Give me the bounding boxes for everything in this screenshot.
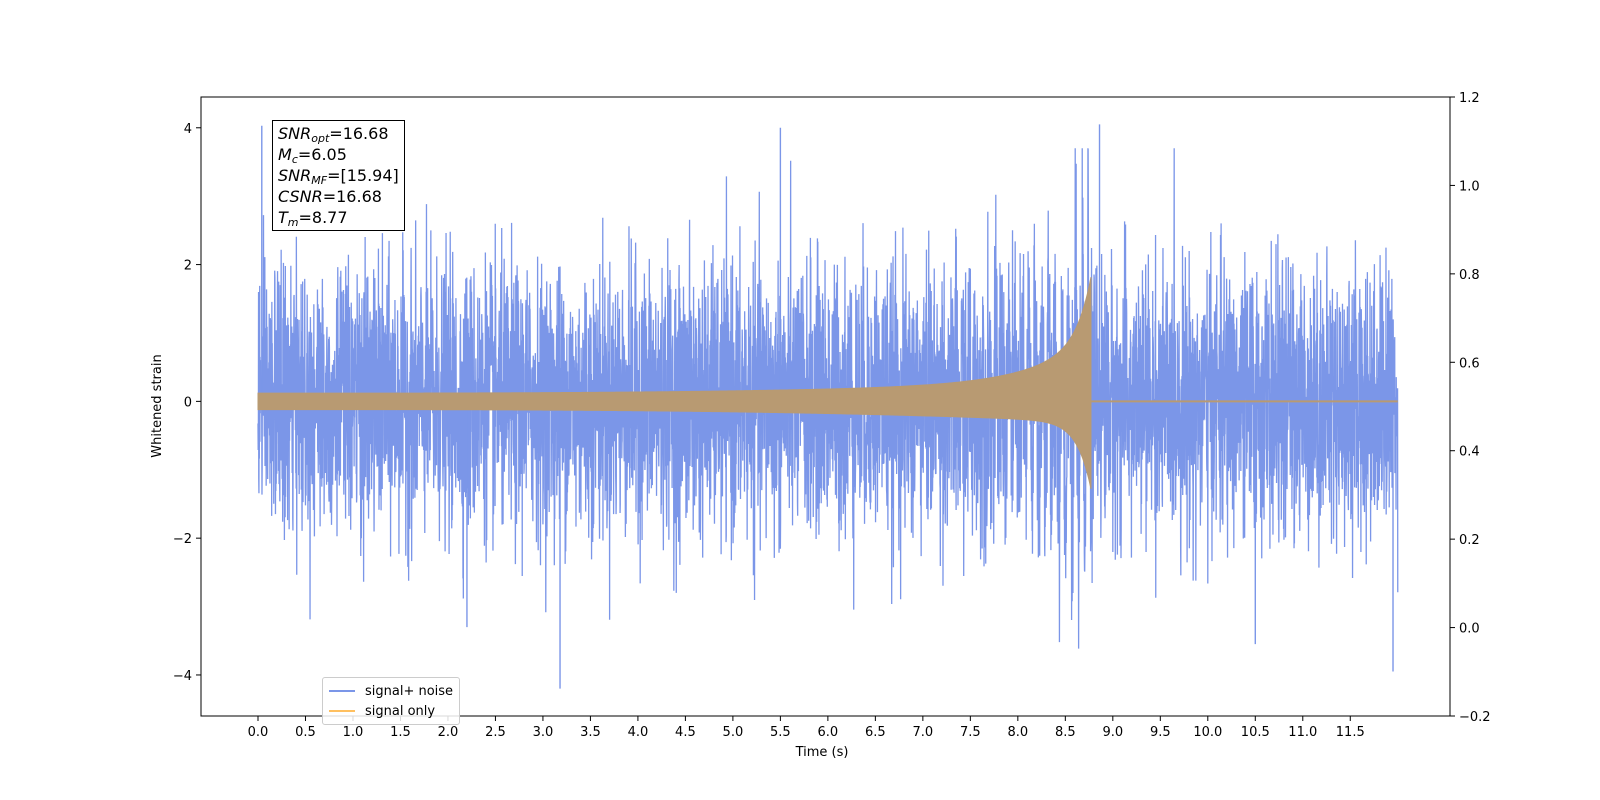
mc-line: Mc=6.05 [278,145,347,166]
csnr-value: 16.68 [336,187,382,206]
x-tick-label: 4.5 [675,725,696,740]
legend: signal+ noise signal only [322,677,461,725]
x-tick-label: 6.5 [865,725,886,740]
y-right-tick-label: 1.0 [1459,179,1480,194]
legend-swatch-signal-only [329,710,355,712]
y-right-tick-label: 0.4 [1459,445,1480,460]
annotation-box: SNRopt=16.68 Mc=6.05 SNRMF=[15.94] CSNR=… [272,120,405,231]
x-tick-label: 9.0 [1102,725,1123,740]
mc-value: 6.05 [311,145,347,164]
x-tick-label: 11.5 [1336,725,1365,740]
x-tick-label: 4.0 [628,725,649,740]
tm-line: Tm=8.77 [278,208,348,229]
y-left-tick-label: 2 [184,259,192,274]
y-left-tick-label: −2 [173,532,192,547]
x-tick-label: 5.0 [723,725,744,740]
x-tick-label: 7.5 [960,725,981,740]
x-tick-label: 3.0 [533,725,554,740]
snr-mf-value: [15.94] [340,166,399,185]
x-tick-label: 11.0 [1288,725,1317,740]
x-tick-label: 1.5 [390,725,411,740]
x-tick-label: 1.0 [343,725,364,740]
csnr-line: CSNR=16.68 [278,187,382,206]
legend-item-signal-noise: signal+ noise [329,681,453,701]
x-tick-label: 9.5 [1150,725,1171,740]
y-axis-label: Whitened strain [150,354,165,457]
legend-item-signal-only: signal only [329,701,453,721]
x-axis: 0.0 0.5 1.0 1.5 2.0 2.5 3.0 3.5 4.0 4.5 5.0 5.5 6.0 6… [248,716,1365,740]
legend-label-signal-only: signal only [365,703,436,719]
series-layer [257,124,1399,689]
x-axis-label: Time (s) [795,745,849,760]
y-left-tick-label: 4 [184,122,192,137]
plot-frame [200,96,1451,717]
snr-opt-value: 16.68 [342,124,389,143]
y-right-tick-label: 0.2 [1459,533,1480,548]
x-tick-label: 3.5 [580,725,601,740]
x-tick-label: 0.5 [295,725,316,740]
x-tick-label: 8.5 [1055,725,1076,740]
tm-value: 8.77 [311,208,348,227]
x-tick-label: 7.0 [913,725,934,740]
x-tick-label: 0.0 [248,725,269,740]
y-left-tick-label: −4 [173,669,192,684]
y-right-tick-label: 1.2 [1459,91,1480,106]
y-left-tick-label: 0 [184,395,192,410]
x-tick-label: 6.0 [818,725,839,740]
x-tick-label: 2.5 [485,725,506,740]
series-signal-only-chirp [257,277,1092,490]
y-axis-right: 1.2 1.0 0.8 0.6 0.4 0.2 0.0 −0.2 [1450,91,1491,725]
x-tick-label: 8.0 [1007,725,1028,740]
y-right-tick-label: −0.2 [1459,710,1491,725]
y-axis-left: 4 2 0 −2 −4 [173,122,201,684]
x-tick-label: 10.5 [1241,725,1270,740]
legend-label-signal-noise: signal+ noise [365,683,454,699]
snr-mf-line: SNRMF=[15.94] [278,166,399,187]
x-tick-label: 2.0 [438,725,459,740]
y-right-tick-label: 0.6 [1459,356,1480,371]
x-tick-label: 10.0 [1193,725,1222,740]
legend-swatch-signal-noise [329,690,355,692]
snr-opt-line: SNRopt=16.68 [278,124,389,145]
x-tick-label: 5.5 [770,725,791,740]
y-right-tick-label: 0.8 [1459,268,1480,283]
y-right-tick-label: 0.0 [1459,622,1480,637]
